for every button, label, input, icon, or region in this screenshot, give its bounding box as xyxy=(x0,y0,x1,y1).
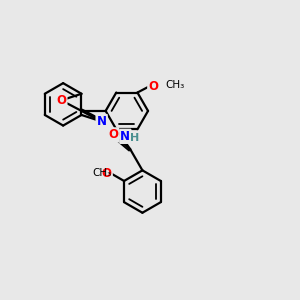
Text: O: O xyxy=(148,80,158,93)
Text: N: N xyxy=(97,115,107,128)
Text: O: O xyxy=(102,167,112,180)
Text: H: H xyxy=(130,133,139,143)
Text: N: N xyxy=(120,130,130,143)
Text: CH₃: CH₃ xyxy=(165,80,184,90)
Text: O: O xyxy=(108,128,118,141)
Text: CH₃: CH₃ xyxy=(92,168,112,178)
Text: O: O xyxy=(56,94,66,107)
